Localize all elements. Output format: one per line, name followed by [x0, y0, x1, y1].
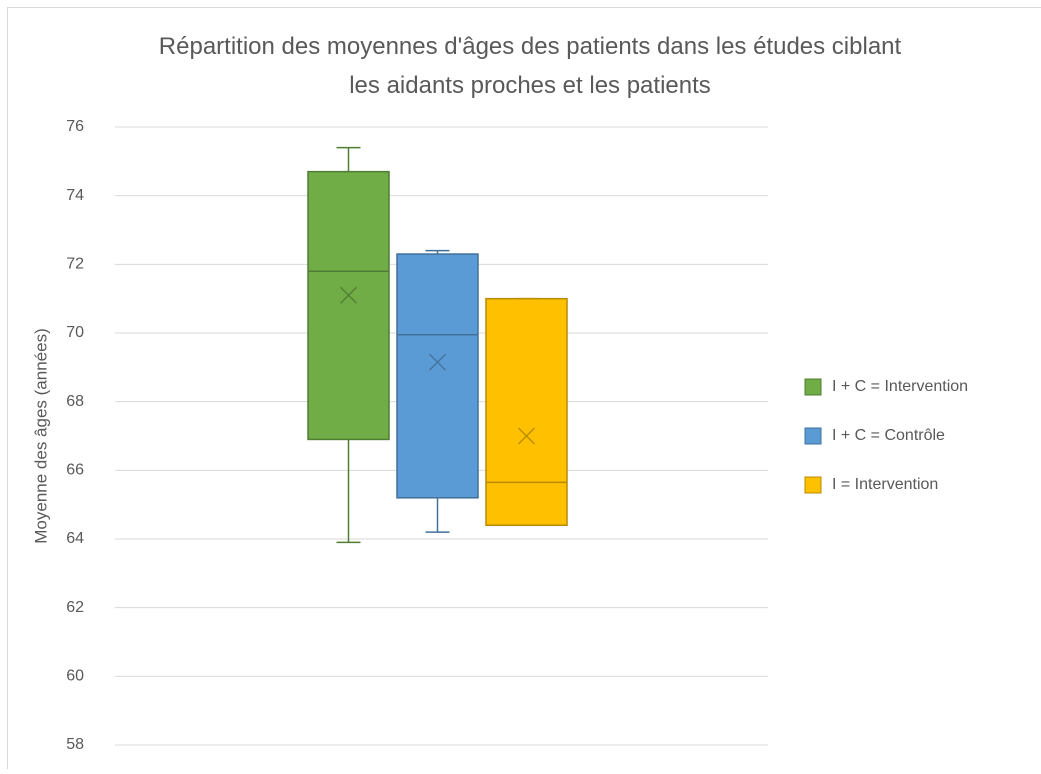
y-axis-label: Moyenne des âges (années)	[31, 328, 50, 543]
y-tick-label: 70	[66, 324, 84, 341]
box	[486, 299, 567, 526]
legend-swatch	[805, 379, 821, 395]
box	[397, 254, 478, 498]
legend-label: I + C = Contrôle	[832, 427, 945, 444]
y-tick-label: 76	[66, 118, 84, 135]
box	[308, 172, 389, 440]
y-tick-label: 68	[66, 393, 84, 410]
y-tick-label: 62	[66, 599, 84, 616]
y-tick-label: 72	[66, 256, 84, 273]
y-tick-label: 74	[66, 187, 84, 204]
y-tick-label: 66	[66, 462, 84, 479]
legend-label: I = Intervention	[832, 476, 938, 493]
y-tick-label: 58	[66, 736, 84, 753]
legend-swatch	[805, 477, 821, 493]
legend-swatch	[805, 428, 821, 444]
y-tick-label: 60	[66, 668, 84, 685]
y-tick-label: 64	[66, 530, 84, 547]
legend-label: I + C = Intervention	[832, 378, 968, 395]
